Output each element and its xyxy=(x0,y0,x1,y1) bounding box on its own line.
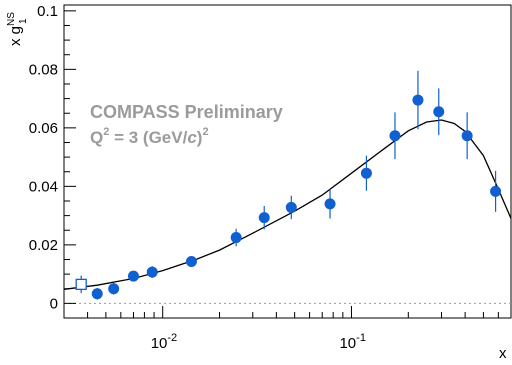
circle-marker xyxy=(461,130,473,142)
circle-marker xyxy=(389,130,401,142)
circle-marker xyxy=(324,198,336,210)
annotation-line2: Q2 = 3 (GeV/c)2 xyxy=(90,126,209,147)
y-tick-label: 0.1 xyxy=(37,3,58,20)
y-label-sub: 1 xyxy=(18,18,29,24)
x-axis-label: x xyxy=(499,345,507,362)
data-point xyxy=(490,170,502,212)
circle-marker xyxy=(285,201,297,213)
data-point xyxy=(108,282,120,295)
data-points xyxy=(75,70,502,300)
open-square-marker xyxy=(75,278,87,291)
plot-frame xyxy=(63,4,512,319)
data-point xyxy=(75,275,87,294)
y-tick-label: 0.02 xyxy=(29,237,58,254)
q-exponent: 2 xyxy=(103,126,109,138)
data-point xyxy=(185,256,197,268)
circle-marker xyxy=(230,232,242,244)
circle-marker xyxy=(490,185,502,197)
circle-marker xyxy=(127,270,139,282)
data-point xyxy=(412,70,424,130)
y-tick-label: 0.08 xyxy=(29,61,58,78)
data-point xyxy=(461,112,473,160)
y-label-main: x g xyxy=(7,26,24,46)
circle-marker xyxy=(258,212,270,224)
circle-marker xyxy=(185,256,197,268)
x-tick-label: 10-2 xyxy=(151,332,177,352)
data-point xyxy=(433,88,445,136)
circle-marker xyxy=(91,288,103,300)
data-point xyxy=(146,266,158,278)
data-point xyxy=(389,112,401,160)
q-symbol: Q xyxy=(90,128,103,147)
data-point xyxy=(230,228,242,247)
unit-close: ) xyxy=(197,128,203,147)
q-value: = 3 (GeV/ xyxy=(109,128,187,147)
c-symbol: c xyxy=(187,128,197,147)
y-tick-label: 0.04 xyxy=(29,178,58,195)
data-point xyxy=(91,287,103,300)
y-axis: 0 0.02 0.04 0.06 0.08 0.1 xyxy=(29,3,76,312)
circle-marker xyxy=(433,106,445,118)
unit-exponent: 2 xyxy=(202,126,208,138)
annotation: COMPASS Preliminary Q2 = 3 (GeV/c)2 xyxy=(90,102,283,147)
y-axis-label: x g NS 1 xyxy=(6,12,29,46)
data-point xyxy=(285,195,297,220)
circle-marker xyxy=(108,283,120,295)
x-axis: 10-2 10-1 xyxy=(63,306,499,352)
circle-marker xyxy=(412,94,424,106)
x-tick-label: 10-1 xyxy=(339,332,365,352)
y-tick-label: 0.06 xyxy=(29,120,58,137)
y-tick-label: 0 xyxy=(50,295,58,312)
data-point xyxy=(360,155,372,191)
y-label-sup: NS xyxy=(6,12,17,26)
data-point xyxy=(324,189,336,219)
annotation-line1: COMPASS Preliminary xyxy=(90,102,283,122)
data-point xyxy=(258,205,270,230)
circle-marker xyxy=(146,266,158,278)
circle-marker xyxy=(360,167,372,179)
data-point xyxy=(127,270,139,282)
